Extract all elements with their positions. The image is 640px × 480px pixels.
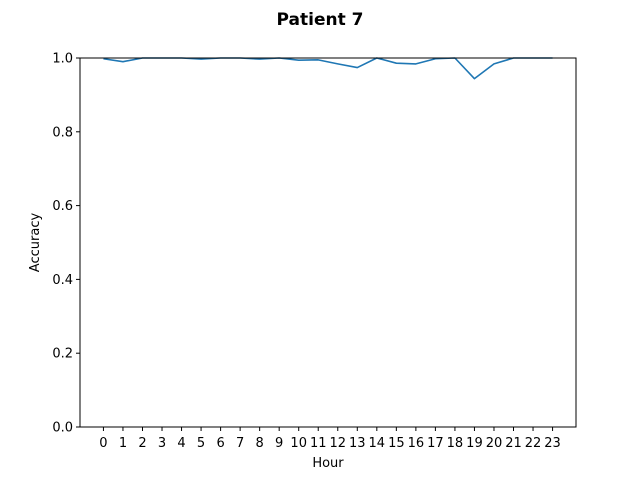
x-tick-label: 5: [197, 436, 205, 451]
x-tick-label: 8: [256, 436, 264, 451]
x-tick-label: 18: [447, 436, 464, 451]
x-tick-label: 19: [466, 436, 483, 451]
x-tick-label: 7: [236, 436, 244, 451]
x-tick-label: 2: [138, 436, 146, 451]
y-tick-label: 0.6: [52, 199, 73, 214]
x-axis-label: Hour: [312, 456, 344, 471]
x-tick-label: 16: [408, 436, 425, 451]
y-axis: 0.0 0.2 0.4 0.6 0.8 1.0: [52, 52, 80, 436]
x-tick-label: 14: [369, 436, 386, 451]
x-tick-label: 12: [329, 436, 346, 451]
x-tick-label: 4: [177, 436, 185, 451]
x-tick-label: 1: [119, 436, 127, 451]
x-axis: 0 1 2 3 4 5 6 7 8 9 10 11 12 13 14 15 16 17 18 19 20 21 22 23: [99, 427, 561, 451]
x-tick-label: 17: [427, 436, 444, 451]
x-tick-label: 20: [486, 436, 503, 451]
y-tick-label: 0.0: [52, 421, 73, 436]
x-tick-label: 9: [275, 436, 283, 451]
x-tick-label: 10: [290, 436, 307, 451]
x-tick-label: 11: [310, 436, 327, 451]
y-tick-label: 0.2: [52, 347, 73, 362]
x-tick-label: 15: [388, 436, 405, 451]
x-tick-label: 22: [525, 436, 542, 451]
plot-area: [103, 57, 553, 80]
x-tick-label: 21: [505, 436, 522, 451]
x-tick-label: 3: [158, 436, 166, 451]
series-line: [103, 57, 553, 80]
axes-frame: [79, 57, 577, 428]
chart-title: Patient 7: [277, 10, 364, 30]
y-tick-label: 1.0: [52, 52, 73, 67]
x-tick-label: 6: [216, 436, 224, 451]
x-tick-label: 23: [544, 436, 561, 451]
y-axis-label: Accuracy: [28, 213, 43, 273]
y-tick-label: 0.8: [52, 125, 73, 140]
y-tick-label: 0.4: [52, 273, 73, 288]
x-tick-label: 13: [349, 436, 366, 451]
x-tick-label: 0: [99, 436, 107, 451]
